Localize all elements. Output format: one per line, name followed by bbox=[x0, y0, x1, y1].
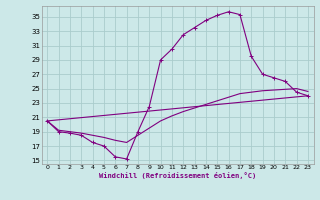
X-axis label: Windchill (Refroidissement éolien,°C): Windchill (Refroidissement éolien,°C) bbox=[99, 172, 256, 179]
